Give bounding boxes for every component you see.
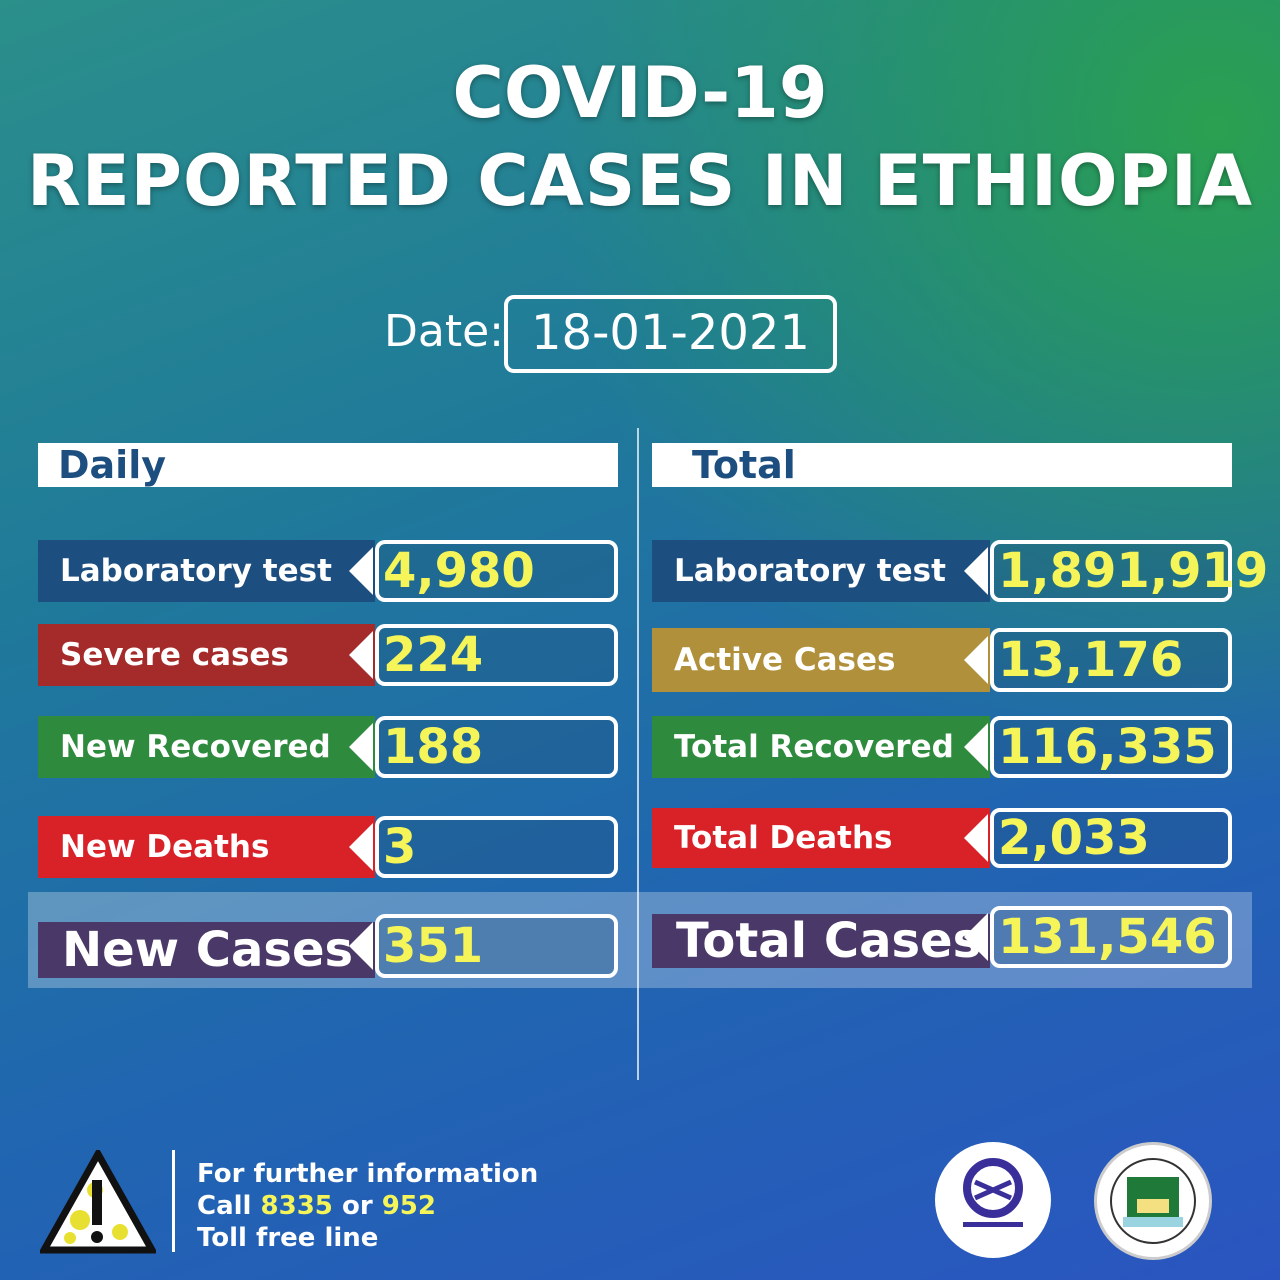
pointer-notch <box>964 814 988 862</box>
pointer-notch <box>349 823 373 871</box>
stat-label: Laboratory test <box>38 540 375 602</box>
warning-virus-icon <box>38 1146 158 1258</box>
date-label: Date: <box>384 306 504 357</box>
stat-label: Active Cases <box>652 628 990 692</box>
stat-value: 116,335 <box>990 716 1232 778</box>
stat-label: New Recovered <box>38 716 375 778</box>
stat-label: Total Recovered <box>652 716 990 778</box>
stat-value: 3 <box>375 816 618 878</box>
stat-value: 1,891,919 <box>990 540 1268 602</box>
phone-8335: 8335 <box>260 1191 333 1221</box>
phone-952: 952 <box>381 1191 436 1221</box>
ministry-of-health-logo <box>935 1142 1051 1258</box>
stat-value: 4,980 <box>375 540 618 602</box>
pointer-notch <box>964 913 988 961</box>
call-label: Call <box>197 1191 252 1221</box>
stat-label: Severe cases <box>38 624 375 686</box>
daily-heading: Daily <box>38 443 618 487</box>
stat-value: 188 <box>375 716 618 778</box>
footer-divider <box>172 1150 175 1252</box>
contact-info: For further information Call 8335 or 952… <box>197 1158 538 1254</box>
pointer-notch <box>964 636 988 684</box>
stat-value: 351 <box>375 914 618 978</box>
stat-label: Total Deaths <box>652 808 990 868</box>
toll-free-line: Toll free line <box>197 1223 379 1253</box>
pointer-notch <box>964 723 988 771</box>
stat-label: Total Cases <box>652 913 990 969</box>
stat-value: 2,033 <box>990 808 1232 868</box>
column-divider <box>637 428 639 1080</box>
pointer-notch <box>349 922 373 970</box>
stat-label: New Deaths <box>38 816 375 878</box>
info-line: For further information <box>197 1159 539 1189</box>
total-heading: Total <box>652 443 1232 487</box>
stat-value: 224 <box>375 624 618 686</box>
pointer-notch <box>964 547 988 595</box>
stat-value: 13,176 <box>990 628 1232 692</box>
title-line-2: REPORTED CASES IN ETHIOPIA <box>26 140 1254 222</box>
ephi-logo <box>1094 1142 1212 1260</box>
title-line-1: COVID-19 <box>452 52 828 134</box>
stat-label: Laboratory test <box>652 540 990 602</box>
pointer-notch <box>349 631 373 679</box>
date-value: 18-01-2021 <box>504 295 837 373</box>
or-label: or <box>341 1191 373 1221</box>
stat-label: New Cases <box>38 922 375 978</box>
stat-value: 131,546 <box>990 906 1232 968</box>
pointer-notch <box>349 547 373 595</box>
pointer-notch <box>349 723 373 771</box>
